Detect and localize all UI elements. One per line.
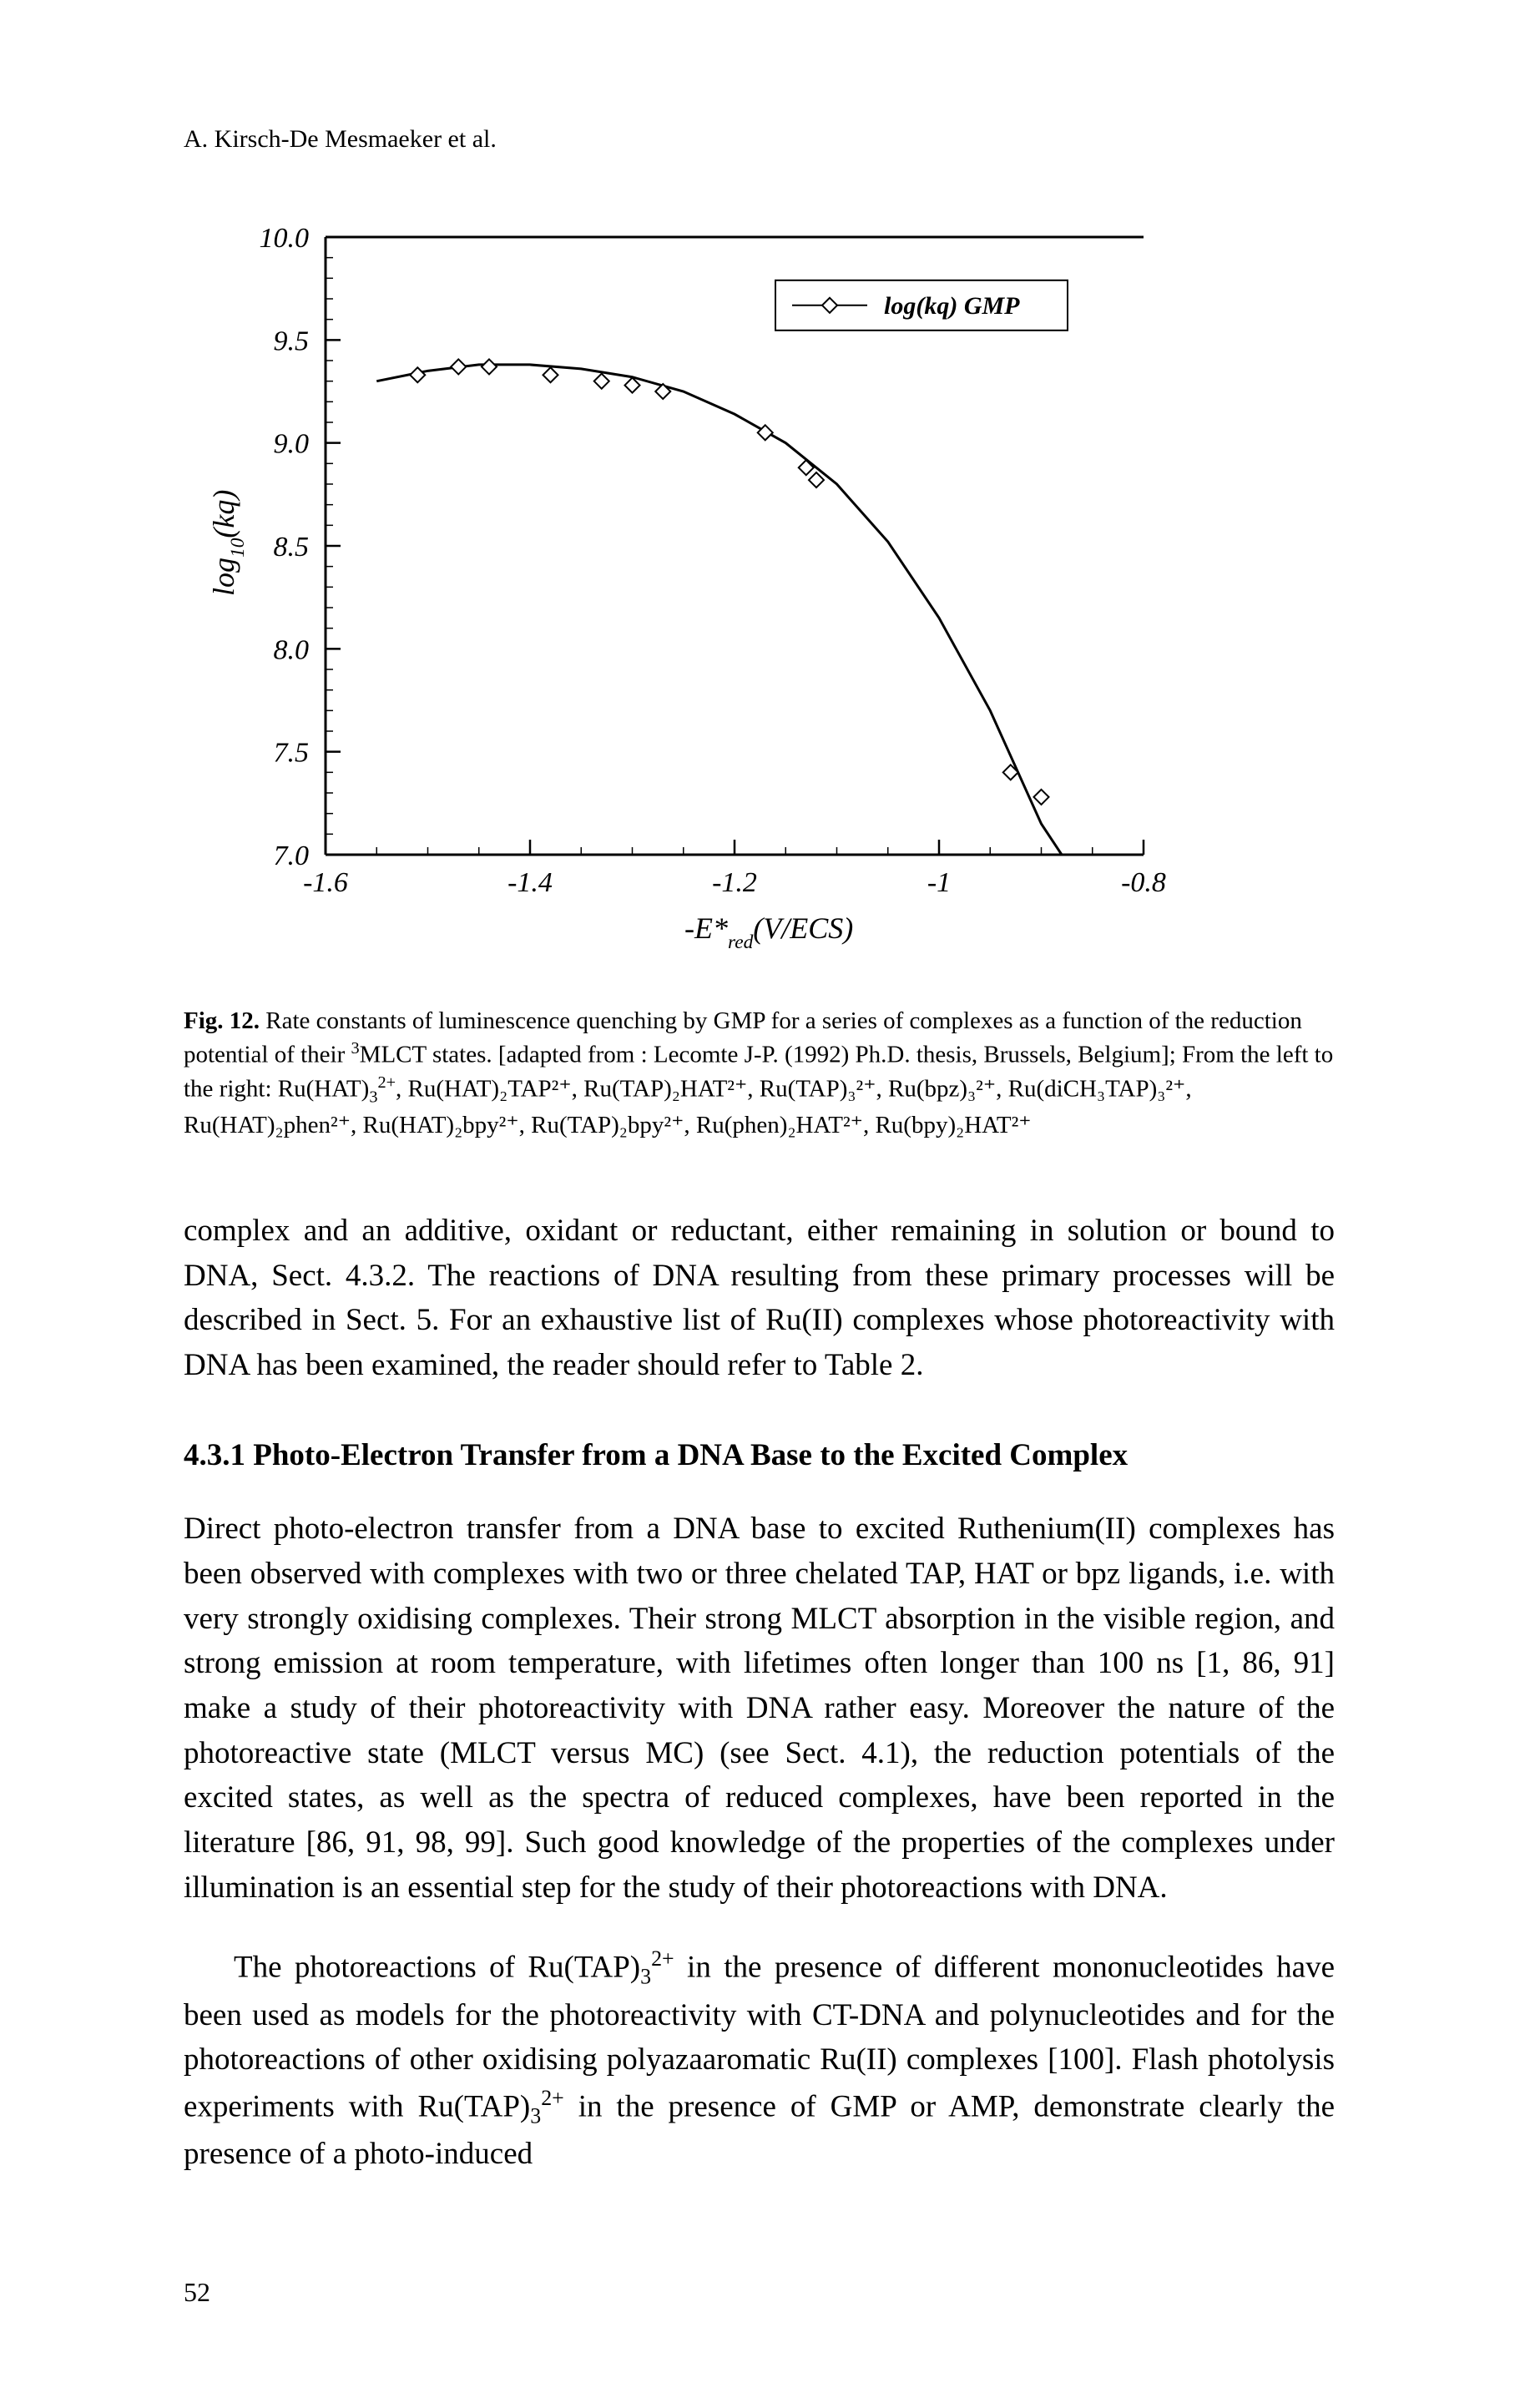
svg-text:-E*red(V/ECS): -E*red(V/ECS) — [684, 911, 853, 953]
paragraph-continuation: complex and an additive, oxidant or redu… — [184, 1209, 1335, 1388]
svg-text:log10(kq): log10(kq) — [207, 490, 249, 596]
figure-12: 7.07.58.08.59.09.510.0-1.6-1.4-1.2-1-0.8… — [184, 204, 1335, 955]
svg-text:10.0: 10.0 — [260, 223, 310, 254]
svg-text:7.5: 7.5 — [274, 738, 310, 769]
chart-svg: 7.07.58.08.59.09.510.0-1.6-1.4-1.2-1-0.8… — [184, 204, 1185, 955]
caption-sup-3: 3 — [351, 1039, 360, 1058]
paragraph-2: Direct photo-electron transfer from a DN… — [184, 1507, 1335, 1910]
svg-text:-1.6: -1.6 — [303, 867, 348, 898]
svg-text:9.5: 9.5 — [274, 326, 310, 356]
paragraph-3: The photoreactions of Ru(TAP)32+ in the … — [184, 1943, 1335, 2176]
section-heading-4-3-1: 4.3.1 Photo-Electron Transfer from a DNA… — [184, 1437, 1335, 1473]
svg-text:-1.4: -1.4 — [507, 867, 553, 898]
svg-text:-1: -1 — [927, 867, 951, 898]
svg-text:log(kq) GMP: log(kq) GMP — [884, 292, 1020, 320]
caption-label: Fig. 12. — [184, 1007, 260, 1034]
p3-a: The photoreactions of Ru(TAP) — [234, 1951, 640, 1985]
page-number: 52 — [184, 2277, 1335, 2308]
svg-text:8.5: 8.5 — [274, 532, 310, 563]
svg-text:-1.2: -1.2 — [712, 867, 757, 898]
figure-caption: Fig. 12. Rate constants of luminescence … — [184, 1005, 1335, 1142]
running-head: A. Kirsch-De Mesmaeker et al. — [184, 125, 1335, 154]
svg-text:9.0: 9.0 — [274, 429, 310, 460]
svg-text:-0.8: -0.8 — [1121, 867, 1166, 898]
svg-text:8.0: 8.0 — [274, 634, 310, 665]
